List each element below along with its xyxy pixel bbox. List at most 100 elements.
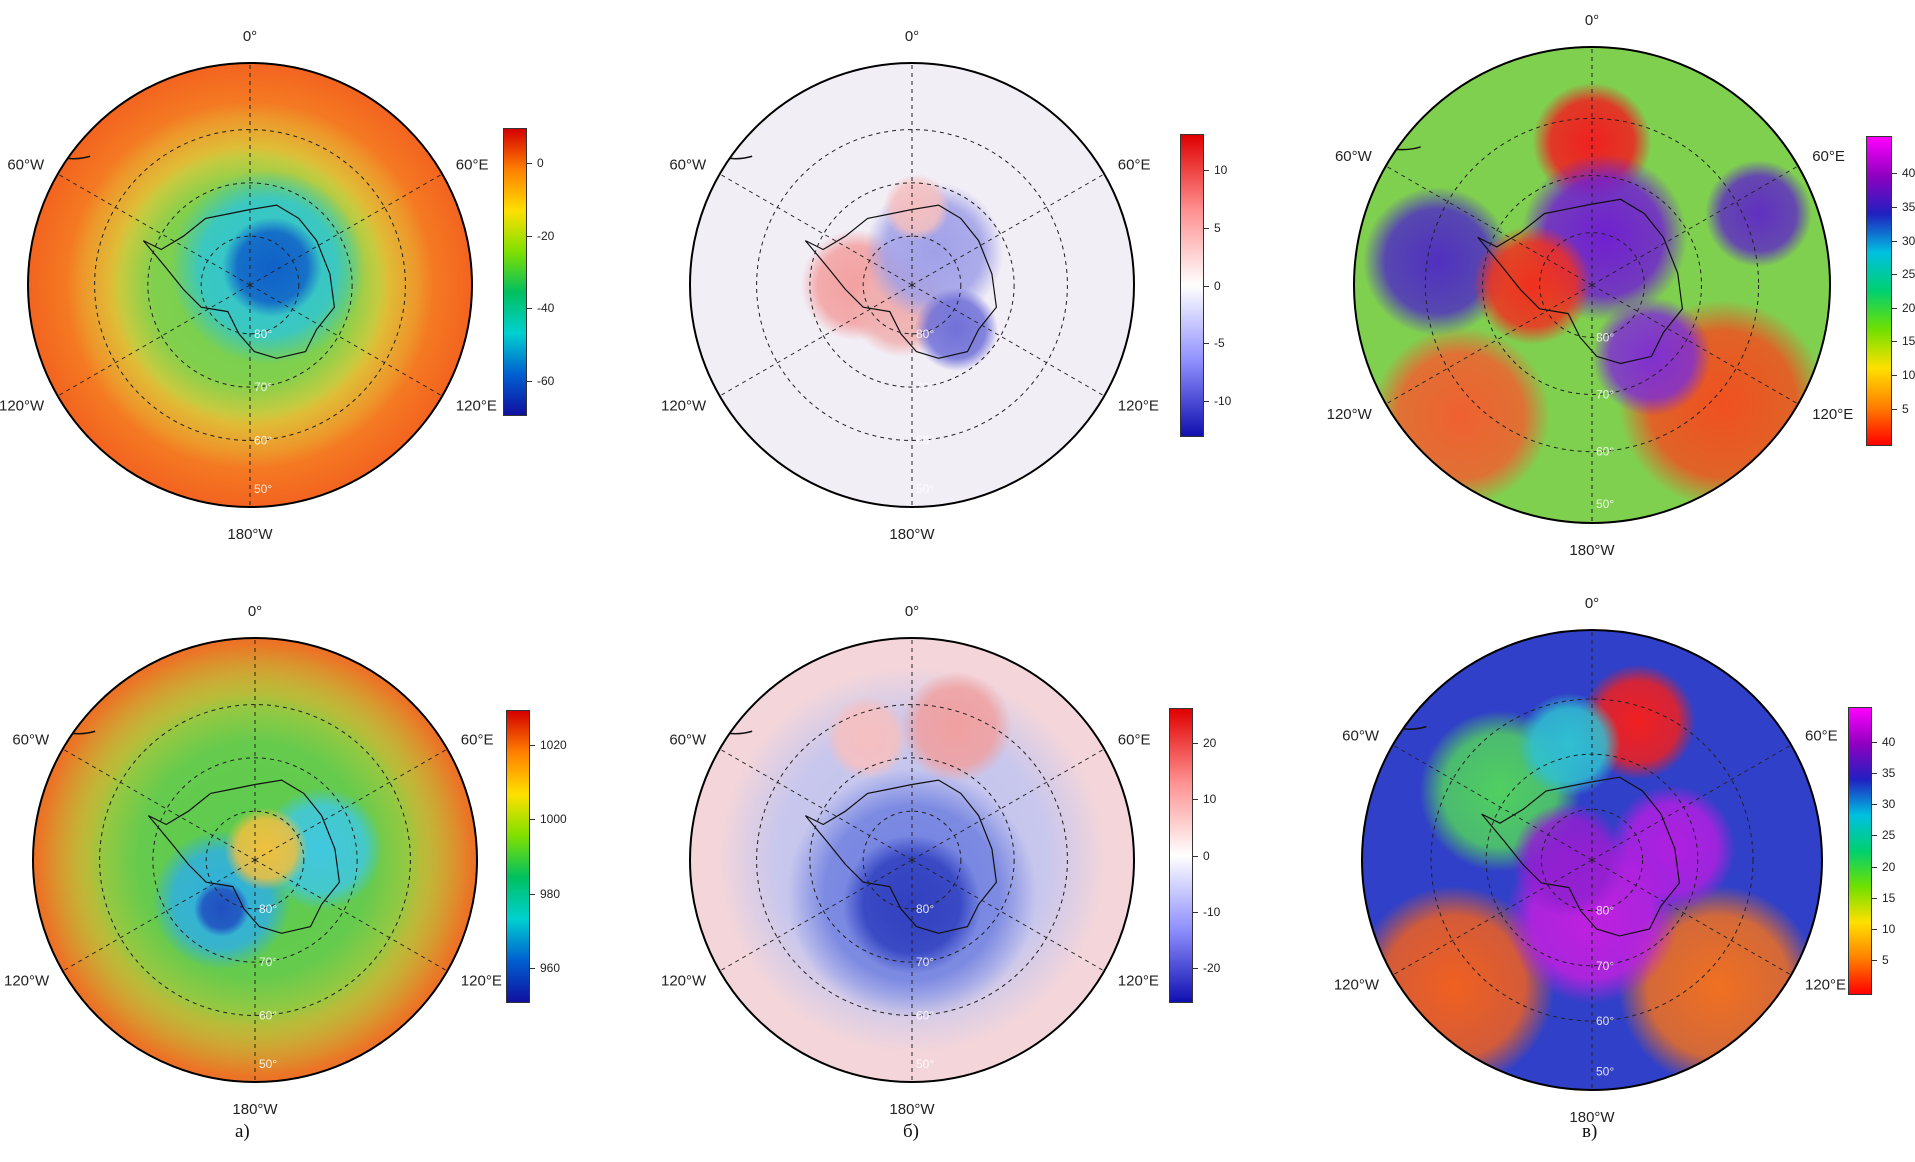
latitude-label: 80° [254,327,272,341]
meridian-line [719,859,913,972]
panel-caption: а) [235,1121,250,1142]
colorbar-tick-mark [1872,742,1877,743]
colorbar-tick-mark [530,745,535,746]
map-boundary [1353,46,1831,524]
meridian-label-top: 0° [248,603,262,620]
antarctica-coastline [804,779,998,934]
colorbar-tick-label: -10 [1203,905,1221,919]
colorbar-tick-label: 20 [1203,736,1217,750]
meridian-line [911,859,1105,972]
meridian-label-upper-right: 60°E [1118,157,1151,174]
latitude-label: 60° [916,1008,934,1022]
colorbar-tick-label: 0 [537,156,544,170]
meridian-label-lower-right: 120°E [1812,406,1853,423]
meridian-line [1392,859,1593,976]
map-boundary [689,637,1135,1083]
colorbar-tick-label: 10 [1203,792,1217,806]
meridian-label-upper-left: 60°W [1335,148,1373,165]
latitude-label: 50° [259,1057,277,1071]
colorbar-tick-label: 960 [540,961,561,975]
meridian-line [911,173,1105,286]
colorbar-tick-label: 30 [1882,797,1896,811]
meridian-label-lower-right: 120°E [456,397,497,414]
colorbar-tick-label: 40 [1882,735,1896,749]
colorbar [506,710,530,1003]
colorbar-tick-label: 980 [540,887,561,901]
meridian-line [57,284,251,397]
map-field-blob [825,696,910,780]
antarctica-coastline [142,204,336,359]
colorbar-tick-mark [1892,409,1897,410]
meridian-label-lower-left: 120°W [661,397,707,414]
colorbar-tick-label: 10 [1214,163,1228,177]
polar-map-1: 80° 70° 60° 50° 0° 180°W 60°W 60°E 120°W 120°E [0,28,497,543]
colorbar-tick-label: -10 [1214,394,1232,408]
colorbar-tick-mark [1872,773,1877,774]
colorbar-tick-mark [1204,170,1209,171]
latitude-circle [809,757,1015,963]
colorbar-tick-label: -60 [537,374,555,388]
meridian-label-lower-right: 120°E [1118,972,1159,989]
map-field-blob [1511,802,1627,918]
colorbar-tick-label: -20 [537,229,555,243]
latitude-label: 80° [916,902,934,916]
meridian-label-upper-right: 60°E [1118,732,1151,749]
meridian-label-top: 0° [905,28,919,45]
colorbar-tick-mark [1193,912,1198,913]
colorbar-tick-label: 35 [1902,200,1915,214]
latitude-label: 50° [916,482,934,496]
panel-caption: б) [903,1121,919,1142]
colorbar-tick-label: 15 [1882,891,1896,905]
colorbar-tick-label: -40 [537,301,555,315]
map-field-blob [1705,160,1813,268]
colorbar-tick-mark [1892,375,1897,376]
colorbar-tick-label: 1000 [540,812,567,826]
latitude-circle [94,129,406,441]
meridian-line [1591,744,1792,861]
polar-map-panel-6: 80° 70° 60° 50° 0° 180°W 60°W 60°E 120°W 120°E [1282,590,1902,1130]
colorbar-tick-mark [1204,286,1209,287]
latitude-label: 80° [916,327,934,341]
map-field-blob [914,287,999,372]
colorbar-tick-mark [527,381,532,382]
meridian-label-upper-right: 60°E [1812,148,1845,165]
colorbar-tick-label: 10 [1902,368,1915,382]
colorbar-tick-mark [1204,343,1209,344]
meridian-label-upper-right: 60°E [456,157,489,174]
polar-map-panel-3: 80° 70° 60° 50° 0° 180°W 60°W 60°E 120°W 120°E [1274,7,1910,563]
meridian-label-top: 0° [905,603,919,620]
colorbar-tick-mark [1892,308,1897,309]
map-field-blob [1473,225,1592,345]
latitude-label: 60° [916,433,934,447]
meridian-line [911,748,1105,861]
colorbar-tick-mark [1872,960,1877,961]
colorbar-tick-label: 25 [1882,828,1896,842]
meridian-label-top: 0° [1585,12,1599,29]
colorbar-tick-label: 5 [1902,402,1909,416]
colorbar-tick-label: 1020 [540,738,567,752]
latitude-label: 60° [259,1008,277,1022]
meridian-line [1392,744,1593,861]
latitude-label: 50° [1596,497,1614,511]
meridian-label-upper-left: 60°W [12,732,50,749]
latitude-label: 80° [1596,330,1614,344]
colorbar-tick-label: 0 [1214,279,1221,293]
colorbar-tick-label: -20 [1203,961,1221,975]
meridian-line [719,173,913,286]
meridian-label-bottom: 180°W [889,526,935,543]
meridian-label-upper-left: 60°W [7,157,45,174]
meridian-label-lower-right: 120°E [461,972,502,989]
latitude-label: 80° [1596,904,1614,918]
polar-map-5: 80° 70° 60° 50° 0° 180°W 60°W 60°E 120°W 120°E [661,603,1159,1118]
colorbar-tick-mark [530,819,535,820]
colorbar-tick-mark [1892,274,1897,275]
antarctica-coastline [804,204,998,359]
meridian-label-top: 0° [243,28,257,45]
meridian-line [719,284,913,397]
polar-map-6: 80° 70° 60° 50° 0° 180°W 60°W 60°E 120°W 120°E [1334,595,1846,1126]
colorbar [1866,136,1892,446]
colorbar-tick-mark [1193,856,1198,857]
latitude-label: 70° [254,380,272,394]
meridian-label-bottom: 180°W [232,1101,278,1118]
colorbar-tick-label: 20 [1882,860,1896,874]
